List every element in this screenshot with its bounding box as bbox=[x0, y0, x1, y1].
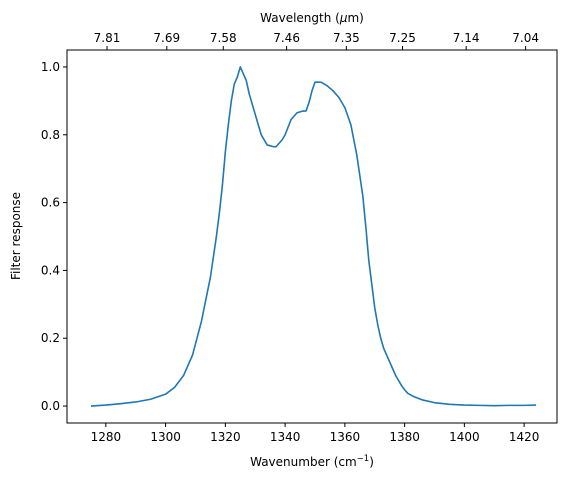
top-tick-label: 7.46 bbox=[273, 31, 300, 45]
series-line-0 bbox=[90, 66, 537, 407]
y-tick-label: 0.4 bbox=[41, 263, 60, 277]
plot-layer bbox=[90, 66, 537, 407]
x-tick-label: 1380 bbox=[389, 430, 420, 444]
x-tick-label: 1280 bbox=[91, 430, 122, 444]
top-tick-label: 7.25 bbox=[389, 31, 416, 45]
x-tick-label: 1340 bbox=[270, 430, 301, 444]
top-tick-label: 7.69 bbox=[153, 31, 180, 45]
x-tick-label: 1420 bbox=[509, 430, 540, 444]
top-tick-label: 7.81 bbox=[94, 31, 121, 45]
x-tick-label: 1300 bbox=[150, 430, 181, 444]
y-tick-label: 1.0 bbox=[41, 60, 60, 74]
top-tick-label: 7.35 bbox=[333, 31, 360, 45]
y-tick-label: 0.6 bbox=[41, 196, 60, 210]
ticks-layer: 1280 1300 1320 1340 1360 1380 1400 1420 0.0 0.2 0.… bbox=[41, 31, 540, 444]
x-axis-label: Wavenumber (cm−1) bbox=[250, 454, 374, 469]
y-tick-label: 0.2 bbox=[41, 331, 60, 345]
y-axis-label: Filter response bbox=[9, 192, 23, 280]
top-tick-label: 7.14 bbox=[453, 31, 480, 45]
top-axis-label: Wavelength (μm) bbox=[260, 11, 364, 25]
top-tick-label: 7.58 bbox=[210, 31, 237, 45]
x-tick-label: 1360 bbox=[330, 430, 361, 444]
x-tick-label: 1400 bbox=[449, 430, 480, 444]
y-tick-label: 0.0 bbox=[41, 399, 60, 413]
y-tick-label: 0.8 bbox=[41, 128, 60, 142]
x-tick-label: 1320 bbox=[210, 430, 241, 444]
top-tick-label: 7.04 bbox=[512, 31, 539, 45]
axes-frame bbox=[66, 49, 558, 424]
